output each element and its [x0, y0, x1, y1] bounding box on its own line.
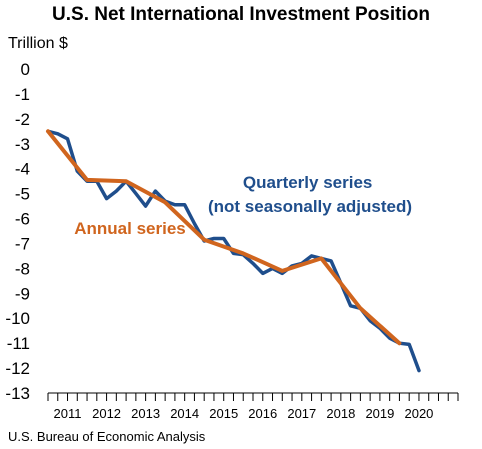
quarterly-series-label: Quarterly series (not seasonally adjuste…	[208, 173, 412, 216]
quarterly-series-line	[46, 129, 421, 373]
y-tick-label-3: -3	[15, 135, 30, 154]
x-tick-label-2015: 2015	[209, 406, 238, 421]
quarterly-series-label-line-1: Quarterly series	[243, 173, 372, 192]
series-group	[46, 129, 421, 373]
y-tick-label-0: 0	[21, 60, 30, 79]
source-note: U.S. Bureau of Economic Analysis	[8, 429, 206, 444]
y-tick-label-6: -6	[15, 210, 30, 229]
chart-title: U.S. Net International Investment Positi…	[52, 4, 430, 25]
y-axis-ticks: 0 -1 -2 -3 -4 -5 -6 -7 -8 -9 -10 -11 -12 -13	[5, 60, 30, 403]
y-tick-label-13: -13	[5, 384, 30, 403]
x-tick-label-2017: 2017	[287, 406, 316, 421]
y-tick-label-8: -8	[15, 259, 30, 278]
x-tick-label-2016: 2016	[248, 406, 277, 421]
x-tick-label-2012: 2012	[92, 406, 121, 421]
quarterly-series-label-line-2: (not seasonally adjusted)	[208, 197, 412, 216]
y-tick-label-2: -2	[15, 110, 30, 129]
y-tick-label-9: -9	[15, 284, 30, 303]
x-tick-label-2019: 2019	[365, 406, 394, 421]
annual-series-line	[46, 129, 402, 346]
y-tick-label-1: -1	[15, 85, 30, 104]
y-tick-label-7: -7	[15, 234, 30, 253]
y-tick-label-4: -4	[15, 160, 30, 179]
x-axis: 2011 2012 2013 2014 2015 2016 2017 2018 2019 2020	[47, 392, 459, 421]
y-tick-label-11: -11	[7, 334, 30, 353]
y-tick-label-12: -12	[5, 359, 30, 378]
x-tick-label-2011: 2011	[54, 406, 82, 421]
x-tick-label-2014: 2014	[170, 406, 199, 421]
y-tick-label-10: -10	[5, 309, 30, 328]
annual-series-label: Annual series	[74, 219, 186, 238]
y-tick-label-5: -5	[15, 185, 30, 204]
x-tick-label-2018: 2018	[326, 406, 355, 421]
x-tick-label-2020: 2020	[404, 406, 433, 421]
y-axis-unit-label: Trillion $	[8, 35, 68, 52]
x-tick-label-2013: 2013	[131, 406, 160, 421]
